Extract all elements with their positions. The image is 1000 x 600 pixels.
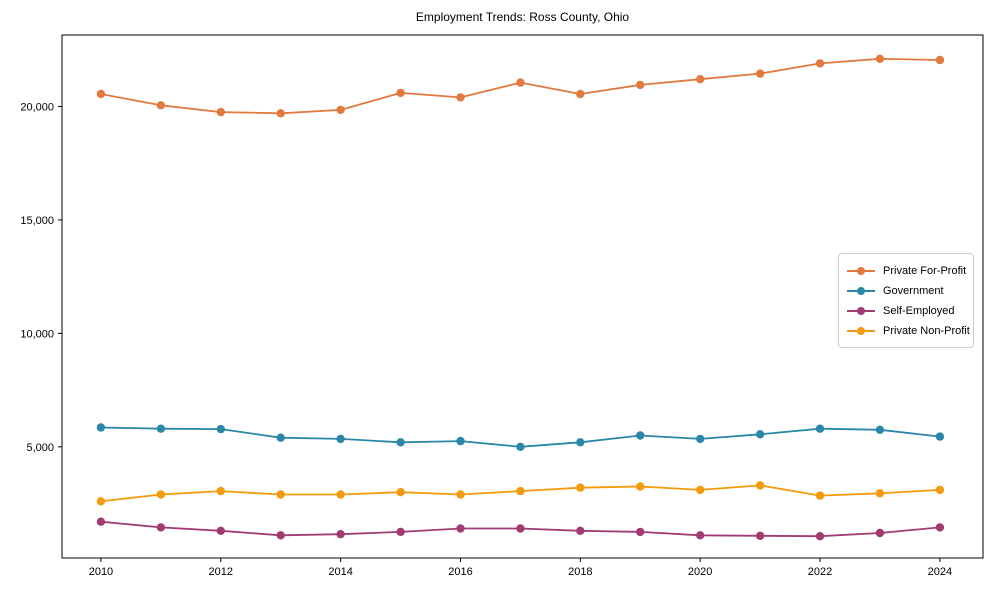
data-point-private-non-profit xyxy=(96,497,106,506)
data-point-government xyxy=(576,438,585,447)
data-point-private-for-profit xyxy=(96,89,106,99)
data-point-private-for-profit xyxy=(276,109,285,118)
legend-item-private-for-profit: Private For-Profit xyxy=(847,261,967,281)
data-point-private-non-profit xyxy=(516,486,525,496)
y-tick-label: 20,000 xyxy=(20,101,54,113)
x-tick-label: 2018 xyxy=(568,566,592,578)
data-point-self-employed xyxy=(755,531,765,540)
data-point-self-employed xyxy=(516,524,525,533)
data-point-private-non-profit xyxy=(636,482,645,491)
data-point-government xyxy=(96,423,106,432)
data-point-private-for-profit xyxy=(216,107,225,117)
x-tick-label: 2010 xyxy=(89,566,113,578)
data-point-self-employed xyxy=(216,526,225,535)
legend-label: Government xyxy=(883,285,944,297)
data-point-private-for-profit xyxy=(336,105,345,115)
data-point-private-non-profit xyxy=(156,490,166,499)
x-tick-label: 2020 xyxy=(688,566,712,578)
data-point-self-employed xyxy=(815,532,825,541)
data-point-self-employed xyxy=(96,517,106,526)
legend-item-self-employed: Self-Employed xyxy=(847,301,965,321)
data-point-government xyxy=(815,424,825,433)
data-point-government xyxy=(396,438,405,447)
data-point-self-employed xyxy=(576,526,585,535)
data-point-private-for-profit xyxy=(516,78,525,87)
data-point-self-employed xyxy=(276,531,285,540)
data-point-private-non-profit xyxy=(755,481,765,490)
data-point-self-employed xyxy=(935,523,945,532)
data-point-government xyxy=(636,431,645,440)
x-tick-label: 2024 xyxy=(928,566,952,578)
data-point-private-for-profit xyxy=(156,101,166,110)
data-point-government xyxy=(696,434,705,444)
data-point-government xyxy=(276,433,285,442)
data-point-private-for-profit xyxy=(396,88,405,98)
data-point-private-for-profit xyxy=(875,54,885,63)
data-point-private-for-profit xyxy=(636,80,645,90)
axes-box xyxy=(61,34,984,559)
data-point-private-non-profit xyxy=(815,491,825,500)
data-point-government xyxy=(156,424,166,433)
x-tick-label: 2014 xyxy=(328,566,352,578)
data-point-government xyxy=(755,430,765,439)
data-point-self-employed xyxy=(156,523,166,532)
y-tick-label: 5,000 xyxy=(26,442,54,454)
data-point-government xyxy=(875,425,885,434)
data-point-government xyxy=(336,434,345,444)
data-point-self-employed xyxy=(875,528,885,538)
y-tick-label: 10,000 xyxy=(20,328,54,340)
data-point-self-employed xyxy=(396,527,405,537)
data-point-self-employed xyxy=(336,530,345,539)
data-point-private-non-profit xyxy=(576,483,585,492)
legend-swatch-icon xyxy=(847,326,875,336)
legend: Private For-Profit Government Self-Emplo… xyxy=(838,253,974,348)
legend-label: Private Non-Profit xyxy=(883,325,970,337)
y-tick-label: 15,000 xyxy=(20,215,54,227)
x-tick-label: 2016 xyxy=(448,566,472,578)
legend-swatch-icon xyxy=(847,266,875,276)
data-point-private-non-profit xyxy=(696,485,705,495)
data-point-private-non-profit xyxy=(875,489,885,498)
data-point-private-for-profit xyxy=(576,89,585,99)
legend-item-private-non-profit: Private Non-Profit xyxy=(847,321,970,341)
legend-item-government: Government xyxy=(847,281,965,301)
data-point-private-for-profit xyxy=(456,93,465,102)
data-point-self-employed xyxy=(636,527,645,537)
data-point-private-non-profit xyxy=(396,488,405,497)
data-point-self-employed xyxy=(696,531,705,540)
x-tick-label: 2022 xyxy=(808,566,832,578)
legend-swatch-icon xyxy=(847,306,875,316)
data-point-self-employed xyxy=(456,524,465,533)
data-point-government xyxy=(935,432,945,441)
data-point-private-for-profit xyxy=(755,69,765,78)
data-point-private-non-profit xyxy=(935,485,945,495)
data-point-government xyxy=(456,436,465,446)
data-point-private-non-profit xyxy=(456,490,465,499)
data-point-private-non-profit xyxy=(336,490,345,499)
legend-label: Self-Employed xyxy=(883,305,955,317)
legend-swatch-icon xyxy=(847,286,875,296)
data-point-government xyxy=(216,424,225,434)
legend-label: Private For-Profit xyxy=(883,265,967,277)
x-tick-label: 2012 xyxy=(209,566,233,578)
data-point-government xyxy=(516,442,525,451)
data-point-private-non-profit xyxy=(276,490,285,499)
data-point-private-for-profit xyxy=(815,59,825,68)
chart-title: Employment Trends: Ross County, Ohio xyxy=(415,10,630,24)
data-point-private-for-profit xyxy=(696,75,705,84)
data-point-private-non-profit xyxy=(216,486,225,496)
data-point-private-for-profit xyxy=(935,55,945,65)
